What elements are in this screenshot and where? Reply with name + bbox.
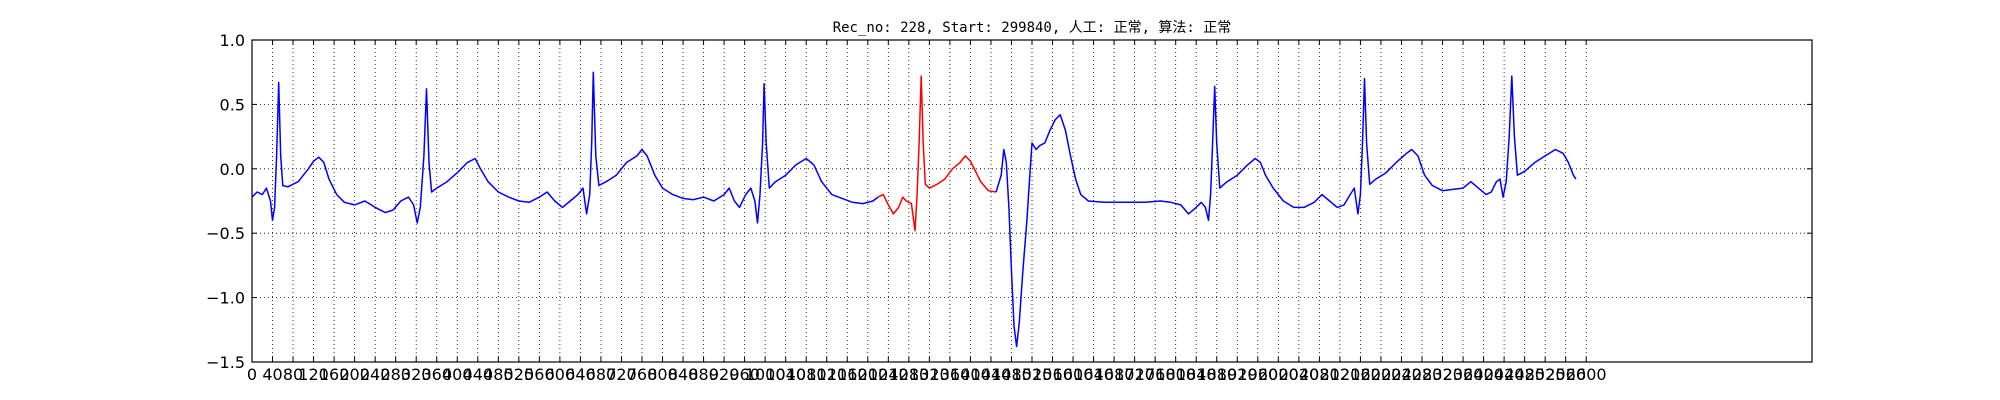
x-tick-label: 880 (688, 365, 719, 384)
x-tick-label: 2600 (1566, 365, 1607, 384)
labels-layer: 0 40 8012016020024028032036040044048052056… (206, 31, 1606, 384)
x-tick-label: 2440 (1484, 365, 1525, 384)
ticks-layer (251, 39, 1812, 363)
series-layer (251, 71, 1577, 348)
x-tick-label: 1880 (1196, 365, 1237, 384)
y-tick-label: −1.5 (206, 353, 245, 372)
x-tick-label: 1000 (745, 365, 786, 384)
y-tick-label: 1.0 (220, 31, 245, 50)
x-tick-label: 1040 (765, 365, 806, 384)
x-tick-label: 2120 (1320, 365, 1361, 384)
y-tick-label: −0.5 (206, 224, 245, 243)
x-tick-label: 80 (283, 365, 303, 384)
x-tick-label: 280 (380, 365, 411, 384)
x-tick-label: 1680 (1094, 365, 1135, 384)
x-tick-label: 1560 (1032, 365, 1073, 384)
x-tick-label: 1160 (827, 365, 868, 384)
x-tick-label: 2520 (1525, 365, 1566, 384)
ecg-series-line-3 (995, 75, 1577, 348)
x-tick-label: 2560 (1545, 365, 1586, 384)
x-tick-label: 1920 (1217, 365, 1258, 384)
x-tick-label: 1360 (930, 365, 971, 384)
chart-title: Rec_no: 228, Start: 299840, 人工: 正常, 算法: … (833, 20, 1232, 36)
x-tick-label: 1240 (868, 365, 909, 384)
x-tick-label: 2480 (1504, 365, 1545, 384)
x-tick-label: 760 (627, 365, 658, 384)
x-tick-label: 2320 (1422, 365, 1463, 384)
x-tick-label: 480 (483, 365, 514, 384)
ecg-series-line-1 (251, 71, 879, 224)
x-tick-label: 1720 (1114, 365, 1155, 384)
x-tick-label: 1080 (786, 365, 827, 384)
ecg-series-line-2 (877, 75, 997, 232)
x-tick-label: 720 (606, 365, 637, 384)
x-tick-label: 1120 (806, 365, 847, 384)
x-tick-label: 1840 (1176, 365, 1217, 384)
x-tick-label: 360 (421, 365, 452, 384)
x-tick-label: 1280 (888, 365, 929, 384)
y-tick-label: 0.0 (220, 160, 245, 179)
x-tick-label: 2280 (1402, 365, 1443, 384)
x-tick-label: 1480 (991, 365, 1032, 384)
x-tick-label: 240 (360, 365, 391, 384)
x-tick-label: 840 (668, 365, 699, 384)
x-tick-label: 2200 (1361, 365, 1402, 384)
x-tick-label: 40 (262, 365, 282, 384)
x-tick-label: 920 (709, 365, 740, 384)
x-tick-label: 800 (647, 365, 678, 384)
x-tick-label: 440 (463, 365, 494, 384)
x-tick-label: 320 (401, 365, 432, 384)
x-tick-label: 1320 (909, 365, 950, 384)
x-tick-label: 2080 (1299, 365, 1340, 384)
x-tick-label: 2160 (1340, 365, 1381, 384)
x-tick-label: 600 (545, 365, 576, 384)
x-tick-label: 2040 (1278, 365, 1319, 384)
x-tick-label: 2400 (1463, 365, 1504, 384)
x-tick-label: 960 (729, 365, 760, 384)
x-tick-label: 680 (586, 365, 617, 384)
x-tick-label: 1600 (1053, 365, 1094, 384)
x-tick-label: 520 (504, 365, 535, 384)
x-tick-label: 1400 (950, 365, 991, 384)
x-tick-label: 2240 (1381, 365, 1422, 384)
x-tick-label: 120 (298, 365, 329, 384)
x-tick-label: 160 (319, 365, 350, 384)
x-tick-label: 640 (565, 365, 596, 384)
y-tick-label: −1.0 (206, 289, 245, 308)
x-tick-label: 1760 (1135, 365, 1176, 384)
x-tick-label: 1640 (1073, 365, 1114, 384)
x-tick-label: 1440 (971, 365, 1012, 384)
x-tick-label: 2000 (1258, 365, 1299, 384)
x-tick-label: 560 (524, 365, 555, 384)
x-tick-label: 200 (339, 365, 370, 384)
x-tick-label: 2360 (1443, 365, 1484, 384)
x-tick-label: 1800 (1155, 365, 1196, 384)
x-tick-label: 1200 (847, 365, 888, 384)
x-tick-label: 0 (247, 365, 257, 384)
y-tick-label: 0.5 (220, 95, 245, 114)
grid-layer (251, 39, 1812, 363)
x-tick-label: 400 (442, 365, 473, 384)
x-tick-label: 1960 (1237, 365, 1278, 384)
x-tick-label: 1520 (1012, 365, 1053, 384)
